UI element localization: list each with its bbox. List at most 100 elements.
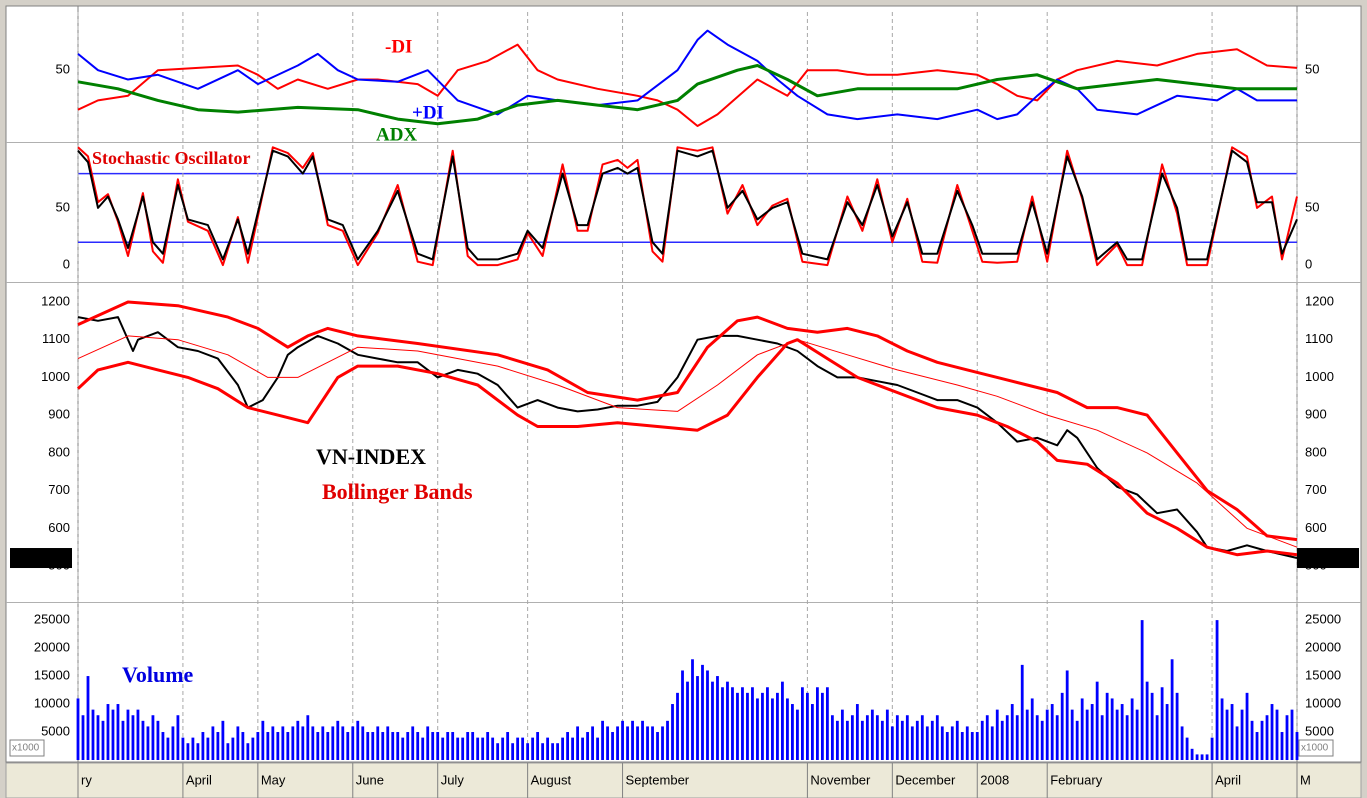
volume-bar (396, 732, 400, 760)
volume-bar (161, 732, 165, 760)
volume-bar (1200, 754, 1204, 760)
x-tick-label: December (895, 772, 956, 787)
volume-bar (246, 743, 250, 760)
volume-bar (920, 715, 924, 760)
volume-bar (855, 704, 859, 760)
y-tick-label: 15000 (1305, 668, 1341, 683)
y-tick-label: 25000 (34, 612, 70, 627)
volume-bar (820, 692, 824, 760)
volume-bar (546, 737, 550, 760)
volume-bar (711, 681, 714, 760)
volume-bar (1295, 732, 1299, 760)
volume-bar (661, 726, 664, 760)
volume-bar (771, 698, 774, 760)
volume-bar (985, 715, 989, 760)
volume-bar (646, 726, 649, 760)
volume-bar (796, 709, 799, 760)
panel-subtitle: Bollinger Bands (322, 479, 473, 504)
volume-bar (1115, 709, 1119, 760)
volume-bar (656, 732, 659, 760)
volume-bar (406, 732, 410, 760)
volume-bar (556, 743, 560, 760)
volume-bar (751, 687, 754, 760)
volume-bar (955, 720, 959, 760)
volume-bar (416, 732, 420, 760)
volume-bar (76, 698, 80, 760)
volume-bar (1095, 681, 1099, 760)
volume-bar (201, 732, 205, 760)
y-tick-label: 700 (1305, 482, 1327, 497)
volume-bar (706, 670, 709, 760)
volume-bar (900, 720, 904, 760)
volume-bar (456, 737, 460, 760)
volume-bar (945, 732, 949, 760)
volume-bar (281, 726, 285, 760)
volume-bar (581, 737, 584, 760)
y-tick-label: 5000 (1305, 723, 1334, 738)
volume-bar (496, 743, 500, 760)
volume-bar (351, 726, 355, 760)
volume-bar (975, 732, 979, 760)
volume-bar (1255, 732, 1259, 760)
y-tick-label: 15000 (34, 668, 70, 683)
y-tick-label: 1000 (41, 369, 70, 384)
volume-bar (586, 732, 589, 760)
volume-bar (336, 720, 340, 760)
volume-bar (885, 709, 889, 760)
volume-bar (1145, 681, 1149, 760)
volume-bar (521, 737, 525, 760)
volume-bar (935, 715, 939, 760)
x-tick-label: M (1300, 772, 1311, 787)
volume-bar (486, 732, 490, 760)
volume-bar (995, 709, 999, 760)
y-tick-label: 900 (1305, 407, 1327, 422)
volume-bar (1045, 709, 1049, 760)
volume-bar (1035, 715, 1039, 760)
volume-bar (141, 720, 145, 760)
volume-bar (516, 737, 520, 760)
volume-bar (551, 743, 555, 760)
volume-bar (950, 726, 954, 760)
volume-bar (1140, 620, 1144, 760)
volume-bar (1010, 704, 1014, 760)
volume-bar (156, 720, 160, 760)
last-value-badge (1297, 548, 1359, 569)
volume-bar (1135, 709, 1139, 760)
volume-bar (726, 681, 729, 760)
volume-bar (561, 737, 565, 760)
y-tick-label: 20000 (34, 640, 70, 655)
series-line (77, 64, 1297, 126)
unit-label: x1000 (1301, 743, 1329, 754)
volume-bar (915, 720, 919, 760)
volume-bar (591, 726, 594, 760)
volume-bar (596, 737, 599, 760)
volume-bar (266, 732, 270, 760)
volume-bar (436, 732, 440, 760)
series-line (77, 300, 1298, 542)
volume-bar (171, 726, 175, 760)
y-tick-label: 1200 (41, 293, 70, 308)
volume-bar (766, 687, 769, 760)
volume-bar (571, 737, 574, 760)
volume-bar (276, 732, 280, 760)
panel-title: VN-INDEX (316, 444, 426, 469)
volume-bar (801, 687, 804, 760)
y-tick-label: 800 (1305, 444, 1327, 459)
volume-bar (226, 743, 230, 760)
volume-bar (1030, 698, 1034, 760)
volume-bar (636, 726, 639, 760)
x-tick-label: November (810, 772, 871, 787)
volume-bar (501, 737, 505, 760)
volume-bar (391, 732, 395, 760)
volume-bar (691, 659, 694, 760)
volume-bar (481, 737, 485, 760)
x-tick-label: April (1215, 772, 1241, 787)
volume-bar (106, 704, 110, 760)
volume-bar (386, 726, 390, 760)
volume-bar (1130, 698, 1134, 760)
volume-bar (810, 704, 814, 760)
volume-bar (1175, 692, 1179, 760)
volume-bar (1170, 659, 1174, 760)
volume-bar (666, 720, 669, 760)
